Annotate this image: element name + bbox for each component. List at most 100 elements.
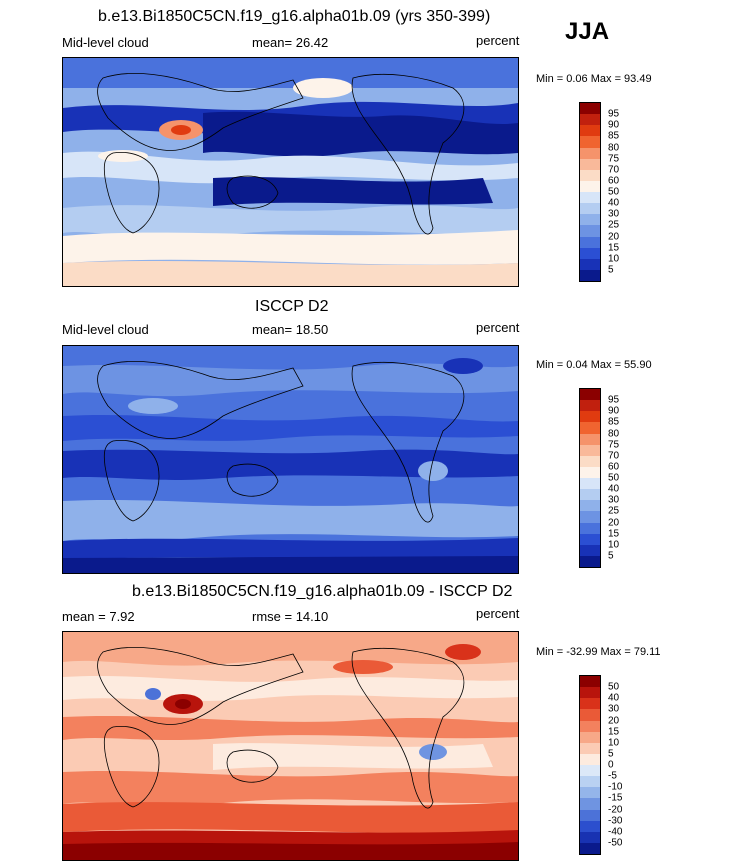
colorbar-swatch	[580, 258, 600, 270]
colorbar-swatch	[580, 798, 600, 810]
colorbar-tick-label: 80	[608, 428, 620, 439]
colorbar-swatch	[580, 478, 600, 490]
colorbar-tick-label: 10	[608, 539, 620, 551]
colorbar-swatch	[580, 444, 600, 456]
colorbar-tick-label: 20	[608, 231, 620, 242]
colorbar-swatch	[580, 555, 600, 567]
colorbar-tick-label: -15	[608, 792, 623, 804]
colorbar-swatch	[580, 269, 600, 281]
panel-1-minmax: Min = 0.06 Max = 93.49	[536, 73, 652, 85]
colorbar-swatch	[580, 103, 600, 115]
panel-3-mean-label: mean = 7.92	[62, 609, 135, 624]
colorbar-swatch	[580, 522, 600, 534]
panel-1-mean-label: mean= 26.42	[252, 35, 329, 50]
panel-1-title: b.e13.Bi1850C5CN.f19_g16.alpha01b.09 (yr…	[98, 8, 491, 25]
colorbar-tick-label: 20	[608, 715, 620, 726]
colorbar-swatch	[580, 422, 600, 434]
panel-1-variable-label: Mid-level cloud	[62, 35, 149, 50]
panel-2-map	[62, 345, 519, 574]
colorbar-swatch	[580, 225, 600, 237]
colorbar-tick-label: 15	[608, 242, 620, 254]
colorbar-swatch	[580, 533, 600, 545]
colorbar-tick-label: 90	[608, 405, 620, 417]
colorbar-tick-label: 60	[608, 175, 620, 187]
colorbar-tick-label: 20	[608, 517, 620, 528]
colorbar-swatch	[580, 753, 600, 765]
colorbar-swatch	[580, 236, 600, 248]
colorbar-swatch	[580, 831, 600, 843]
colorbar-tick-label: 75	[608, 439, 620, 451]
panel-2-mean-label: mean= 18.50	[252, 322, 329, 337]
panel-3-title: b.e13.Bi1850C5CN.f19_g16.alpha01b.09 - I…	[132, 583, 513, 600]
colorbar-swatch	[580, 489, 600, 501]
colorbar-tick-label: 25	[608, 505, 620, 517]
colorbar-tick-label: -30	[608, 815, 623, 827]
colorbar-swatch	[580, 169, 600, 181]
colorbar-swatch	[580, 687, 600, 699]
colorbar-tick-label: 95	[608, 394, 620, 406]
colorbar-tick-label: -5	[608, 770, 617, 782]
colorbar-tick-label: 85	[608, 416, 620, 428]
colorbar-tick-label: 50	[608, 681, 620, 693]
colorbar-swatch	[580, 676, 600, 688]
colorbar-tick-label: 50	[608, 186, 620, 198]
colorbar-tick-label: 85	[608, 130, 620, 142]
colorbar-swatch	[580, 765, 600, 777]
colorbar-tick-label: 15	[608, 726, 620, 738]
colorbar-swatch	[580, 125, 600, 137]
colorbar-swatch	[580, 455, 600, 467]
panel-2-colorbar	[579, 388, 601, 568]
colorbar-swatch	[580, 742, 600, 754]
colorbar-swatch	[580, 411, 600, 423]
colorbar-tick-label: 70	[608, 164, 620, 176]
colorbar-swatch	[580, 214, 600, 226]
colorbar-swatch	[580, 400, 600, 412]
colorbar-swatch	[580, 842, 600, 854]
colorbar-swatch	[580, 511, 600, 523]
colorbar-swatch	[580, 433, 600, 445]
colorbar-tick-label: 50	[608, 472, 620, 484]
colorbar-tick-label: -20	[608, 804, 623, 815]
colorbar-tick-label: 25	[608, 219, 620, 231]
colorbar-swatch	[580, 698, 600, 710]
colorbar-swatch	[580, 203, 600, 215]
colorbar-tick-label: 30	[608, 208, 620, 220]
colorbar-swatch	[580, 787, 600, 799]
colorbar-tick-label: -50	[608, 837, 623, 849]
panel-3-minmax: Min = -32.99 Max = 79.11	[536, 646, 661, 658]
colorbar-tick-label: 90	[608, 119, 620, 131]
colorbar-swatch	[580, 709, 600, 721]
colorbar-swatch	[580, 147, 600, 159]
colorbar-tick-label: 80	[608, 142, 620, 153]
colorbar-swatch	[580, 158, 600, 170]
colorbar-swatch	[580, 776, 600, 788]
colorbar-tick-label: 30	[608, 494, 620, 506]
colorbar-tick-label: 5	[608, 748, 614, 760]
panel-2-title: ISCCP D2	[255, 298, 329, 315]
panel-3-colorbar	[579, 675, 601, 855]
colorbar-tick-label: 10	[608, 253, 620, 265]
panel-2-minmax: Min = 0.04 Max = 55.90	[536, 359, 652, 371]
colorbar-swatch	[580, 720, 600, 732]
colorbar-tick-label: 30	[608, 703, 620, 715]
colorbar-tick-label: 0	[608, 759, 614, 771]
colorbar-tick-label: 40	[608, 483, 620, 495]
colorbar-swatch	[580, 192, 600, 204]
colorbar-swatch	[580, 731, 600, 743]
colorbar-swatch	[580, 114, 600, 126]
colorbar-tick-label: 5	[608, 264, 614, 276]
season-label: JJA	[565, 18, 610, 45]
panel-1-map	[62, 57, 519, 287]
panel-1-units-label: percent	[476, 33, 520, 48]
colorbar-tick-label: -10	[608, 781, 623, 793]
colorbar-swatch	[580, 247, 600, 259]
colorbar-tick-label: 40	[608, 692, 620, 704]
colorbar-tick-label: 40	[608, 197, 620, 209]
panel-3-rmse-label: rmse = 14.10	[252, 609, 329, 624]
colorbar-swatch	[580, 809, 600, 821]
panel-2-variable-label: Mid-level cloud	[62, 322, 149, 337]
colorbar-swatch	[580, 820, 600, 832]
panel-2-units-label: percent	[476, 320, 520, 335]
colorbar-tick-label: 60	[608, 461, 620, 473]
colorbar-swatch	[580, 544, 600, 556]
